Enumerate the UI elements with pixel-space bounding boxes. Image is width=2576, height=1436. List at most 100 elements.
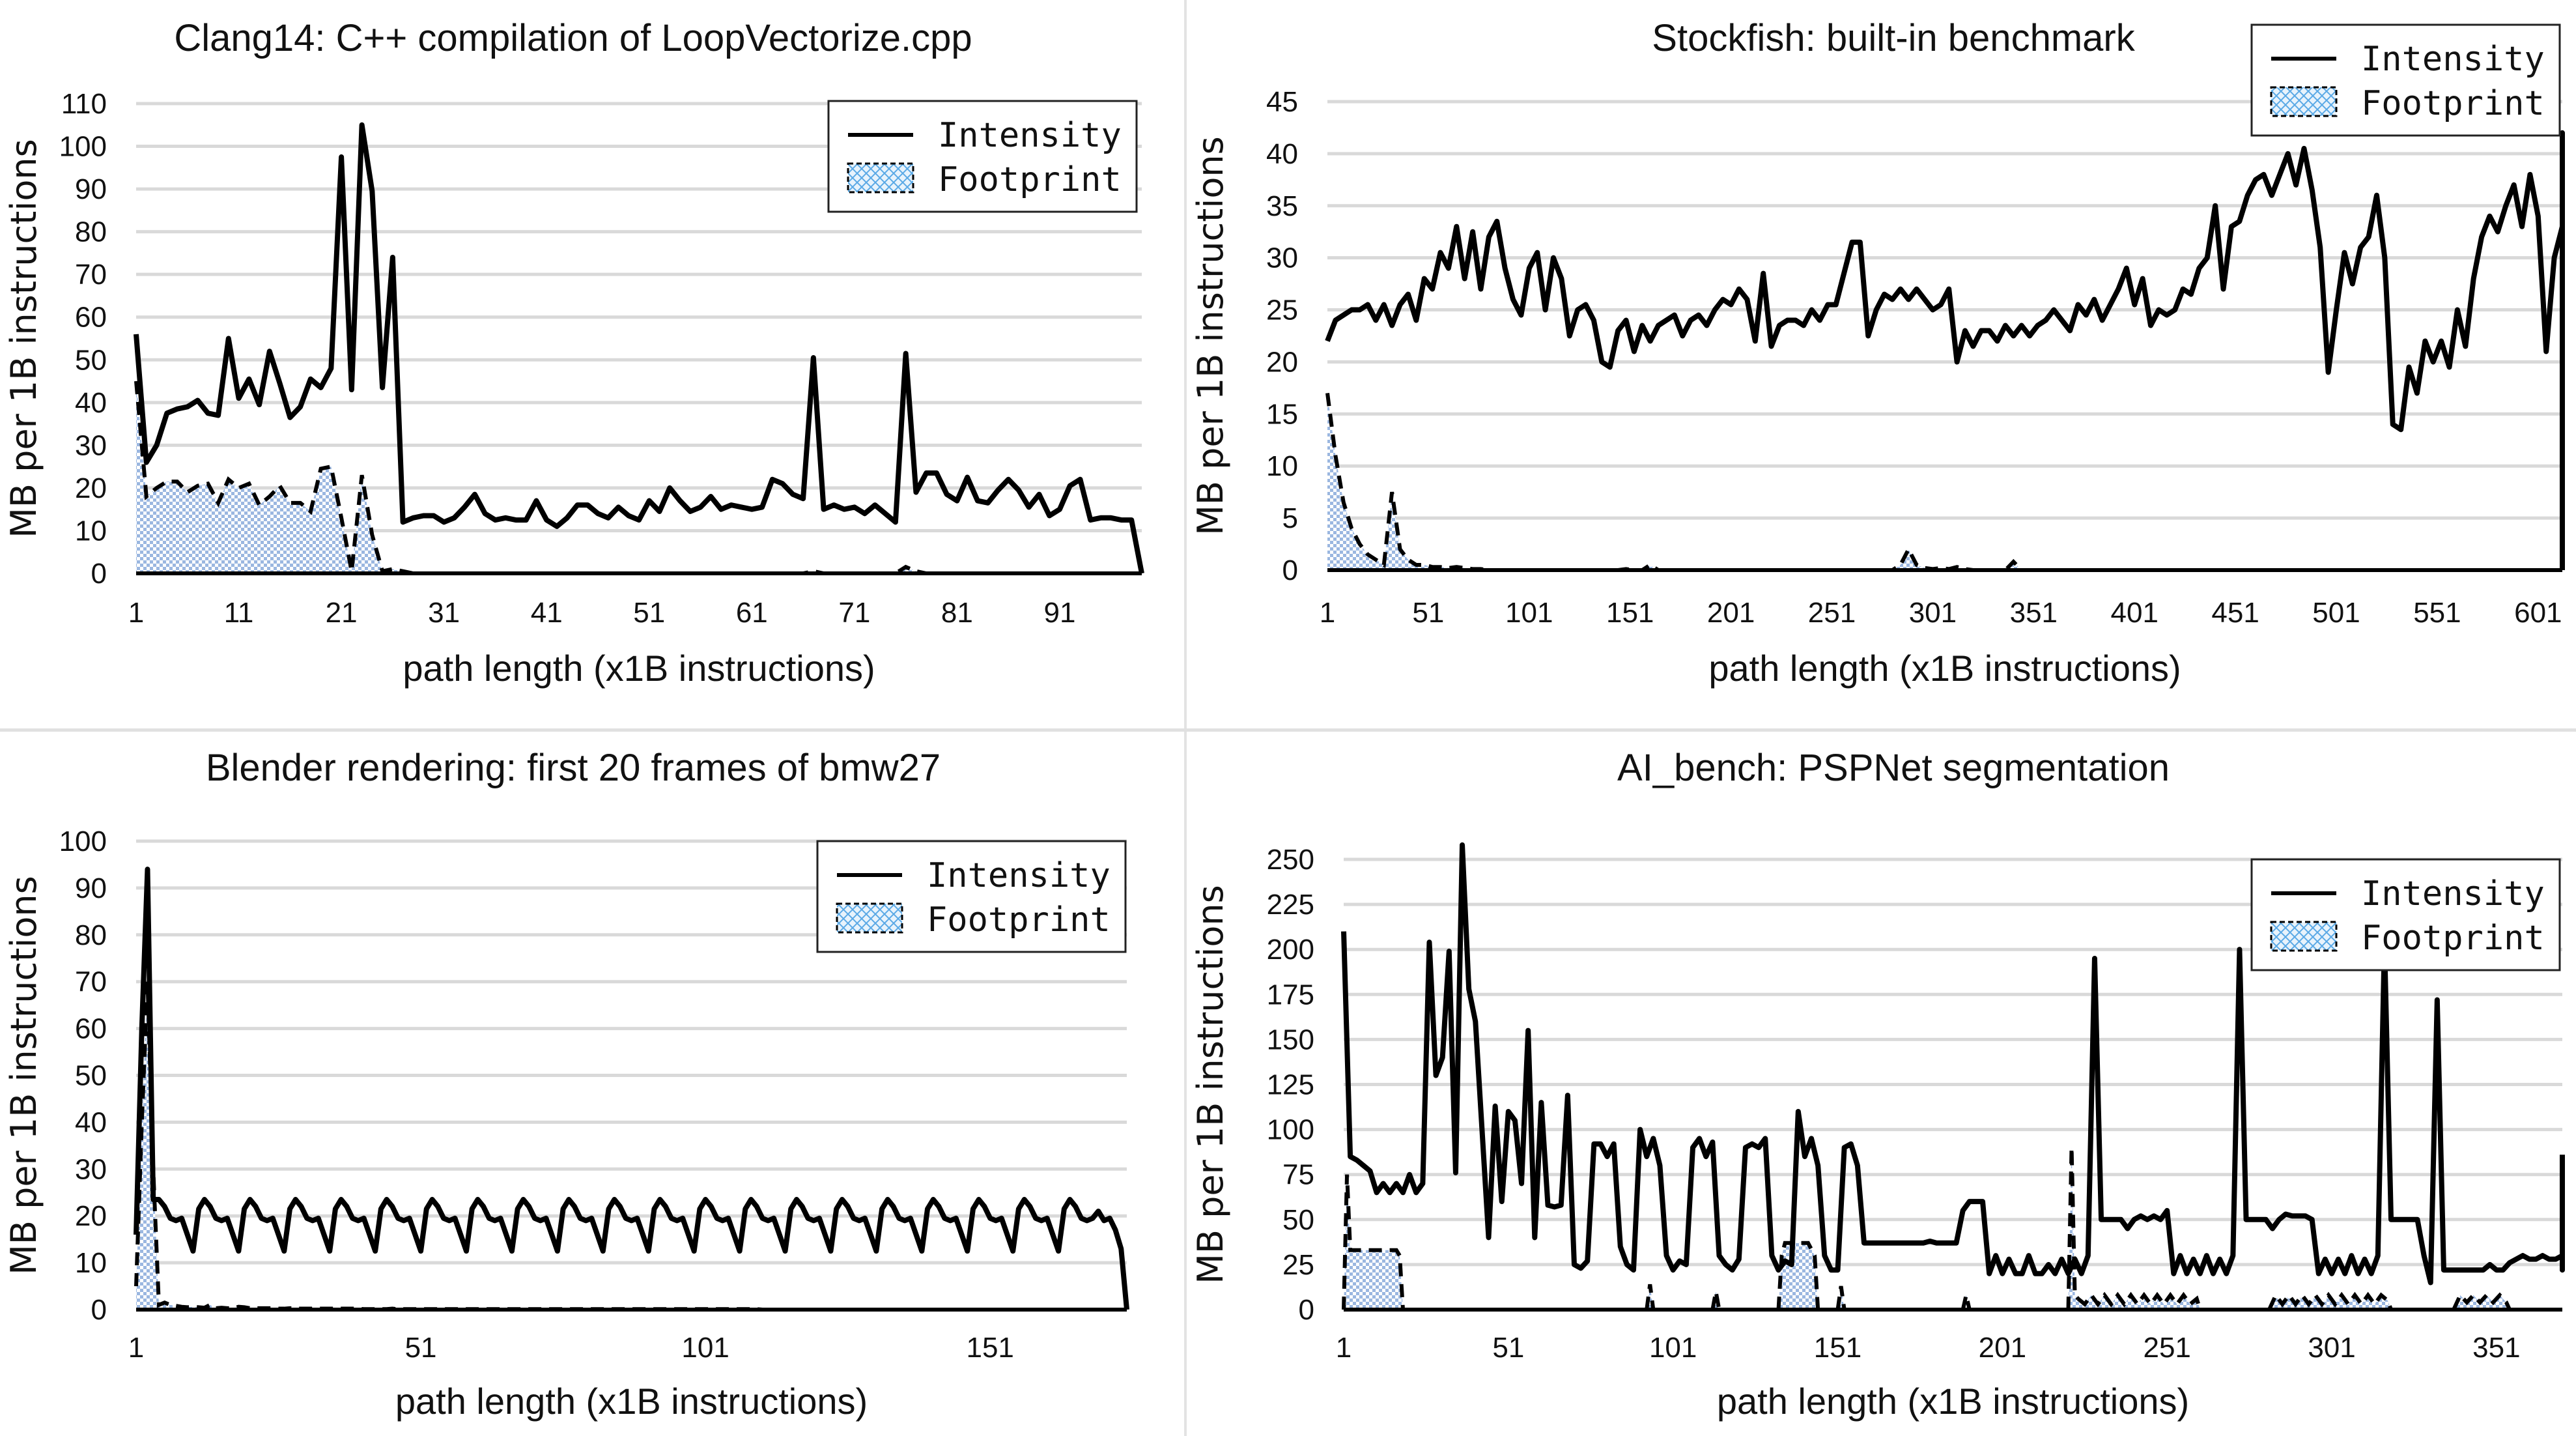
x-tick-label: 51: [405, 1332, 437, 1364]
x-tick-label: 1: [1336, 1332, 1352, 1364]
chart-title: AI_bench: PSPNet segmentation: [1617, 747, 2170, 789]
x-tick-label: 351: [2010, 597, 2058, 629]
x-axis-label: path length (x1B instructions): [403, 648, 875, 689]
y-tick-label: 175: [1267, 979, 1314, 1011]
y-tick-label: 10: [1266, 450, 1298, 482]
y-tick-label: 5: [1282, 502, 1298, 534]
y-tick-label: 30: [1266, 242, 1298, 274]
footprint-line: [2066, 1147, 2080, 1310]
footprint-line: [134, 981, 1127, 1312]
x-tick-label: 51: [1412, 597, 1444, 629]
legend-footprint-label: Footprint: [2361, 919, 2545, 958]
chart-blender: Blender rendering: first 20 frames of bm…: [3, 747, 1129, 1422]
footprint-series: [1342, 1147, 2512, 1311]
footprint-line: [1342, 1174, 1406, 1310]
legend-box: [2250, 23, 2561, 137]
y-axis-label: MB per 1B instructions: [3, 876, 44, 1274]
x-tick-label: 151: [966, 1332, 1013, 1364]
y-tick-label: 100: [1267, 1114, 1314, 1146]
footprint-area: [2269, 1295, 2392, 1310]
x-tick-label: 1: [1320, 597, 1335, 629]
y-tick-label: 250: [1267, 844, 1314, 876]
panel-divider-vertical: [1184, 0, 1187, 1436]
x-tick-label: 11: [224, 597, 254, 629]
legend: Intensity Footprint: [816, 840, 1127, 953]
y-tick-label: 50: [1282, 1204, 1314, 1236]
footprint-area: [136, 381, 1142, 573]
y-tick-label: 20: [1266, 346, 1298, 378]
legend-footprint-swatch: [847, 162, 914, 194]
footprint-area: [1778, 1242, 1819, 1310]
footprint-line: [1645, 1284, 1656, 1310]
y-tick-label: 80: [75, 919, 107, 951]
y-tick-label: 60: [75, 302, 107, 334]
x-tick-label: 201: [1707, 597, 1755, 629]
x-tick-label: 251: [1808, 597, 1856, 629]
x-tick-label: 71: [838, 597, 870, 629]
y-tick-label: 80: [75, 216, 107, 248]
legend-footprint-swatch: [2270, 86, 2338, 117]
x-tick-label: 31: [428, 597, 460, 629]
y-tick-label: 30: [75, 1153, 107, 1185]
x-axis-label: path length (x1B instructions): [1708, 648, 2181, 689]
x-tick-label: 51: [1492, 1332, 1524, 1364]
x-tick-label: 251: [2143, 1332, 2190, 1364]
y-tick-label: 0: [91, 558, 107, 590]
legend-footprint-label: Footprint: [2361, 84, 2545, 123]
footprint-series: [134, 981, 1127, 1312]
y-tick-label: 100: [59, 131, 107, 163]
y-tick-label: 0: [1299, 1294, 1314, 1326]
y-axis-label: MB per 1B instructions: [1190, 136, 1231, 535]
x-tick-label: 601: [2514, 597, 2562, 629]
y-tick-label: 50: [75, 344, 107, 376]
x-tick-label: 101: [1505, 597, 1553, 629]
legend-box: [827, 100, 1138, 213]
y-tick-label: 50: [75, 1060, 107, 1092]
x-tick-label: 301: [1909, 597, 1957, 629]
legend-footprint-label: Footprint: [927, 900, 1111, 940]
chart-ai-bench: AI_bench: PSPNet segmentation 0 25 50 75 100 1…: [1190, 747, 2565, 1422]
chart-title: Blender rendering: first 20 frames of bm…: [206, 747, 941, 789]
y-tick-label: 45: [1266, 86, 1298, 118]
y-tick-label: 40: [1266, 138, 1298, 170]
y-tick-label: 10: [75, 515, 107, 547]
legend-box: [816, 840, 1127, 953]
legend-intensity-label: Intensity: [938, 116, 1122, 155]
footprint-area: [1344, 1174, 1404, 1310]
x-tick-label: 401: [2111, 597, 2158, 629]
y-tick-label: 25: [1282, 1249, 1314, 1281]
y-tick-label: 15: [1266, 398, 1298, 430]
y-tick-label: 150: [1267, 1024, 1314, 1055]
x-axis-label: path length (x1B instructions): [395, 1381, 868, 1422]
x-tick-label: 61: [736, 597, 768, 629]
x-tick-label: 91: [1043, 597, 1075, 629]
y-tick-label: 70: [75, 966, 107, 998]
x-tick-label: 351: [2472, 1332, 2520, 1364]
y-tick-label: 100: [59, 826, 107, 857]
chart-title: Stockfish: built-in benchmark: [1652, 17, 2135, 59]
x-tick-label: 151: [1606, 597, 1654, 629]
y-tick-label: 35: [1266, 190, 1298, 222]
x-tick-label: 41: [531, 597, 563, 629]
x-axis-label: path length (x1B instructions): [1717, 1381, 2189, 1422]
x-tick-label: 1: [128, 1332, 144, 1364]
footprint-area: [1327, 393, 2562, 570]
y-tick-label: 90: [75, 173, 107, 205]
footprint-line: [2452, 1291, 2512, 1311]
y-tick-label: 40: [75, 1106, 107, 1138]
chart-title: Clang14: C++ compilation of LoopVectoriz…: [174, 17, 972, 59]
y-tick-label: 125: [1267, 1069, 1314, 1101]
x-tick-label: 1: [128, 597, 144, 629]
panel-divider-horizontal: [0, 728, 2576, 732]
legend-intensity-label: Intensity: [2361, 874, 2545, 913]
x-tick-label: 21: [326, 597, 358, 629]
footprint-line: [1835, 1285, 1847, 1310]
legend-footprint-swatch: [2270, 921, 2338, 952]
intensity-line: [134, 867, 1129, 1310]
x-tick-label: 301: [2308, 1332, 2355, 1364]
chart-stockfish: Stockfish: built-in benchmark 0 5 10 15 20 25 3…: [1190, 17, 2565, 689]
y-tick-label: 20: [75, 1200, 107, 1232]
legend: Intensity Footprint: [2250, 858, 2561, 971]
y-tick-label: 90: [75, 872, 107, 904]
footprint-line: [2076, 1291, 2202, 1310]
